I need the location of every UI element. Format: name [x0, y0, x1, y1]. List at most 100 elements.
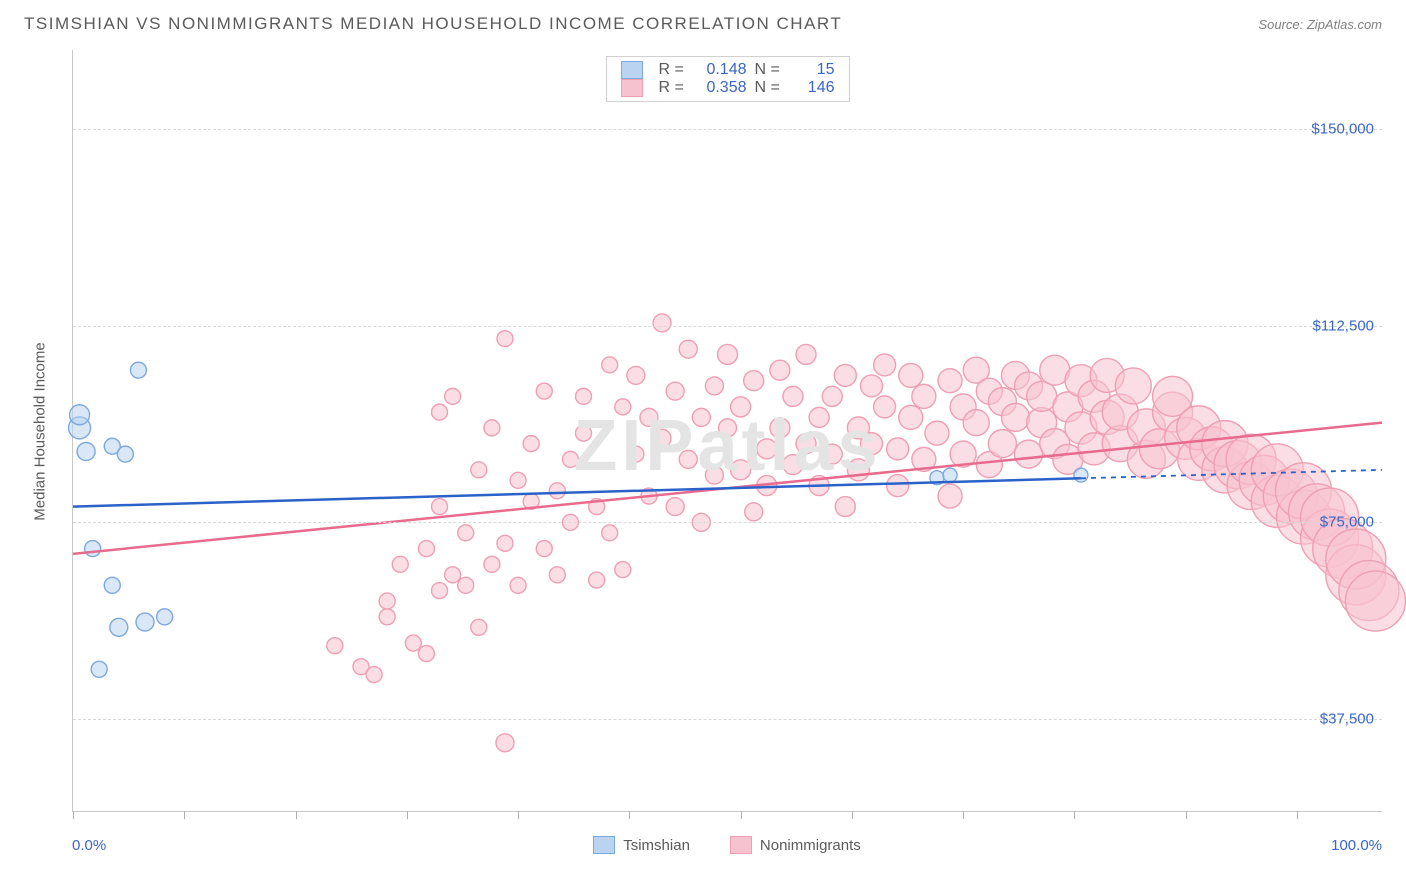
data-point: [157, 609, 173, 625]
data-point: [366, 667, 382, 683]
data-point: [783, 455, 803, 475]
chart-source: Source: ZipAtlas.com: [1258, 17, 1382, 32]
data-point: [783, 386, 803, 406]
data-point: [510, 577, 526, 593]
y-axis-label-wrap: Median Household Income: [24, 50, 56, 812]
legend-label-nonimmigrants: Nonimmigrants: [760, 837, 861, 854]
data-point: [1345, 571, 1405, 631]
data-point: [497, 331, 513, 347]
r-label: R =: [659, 79, 685, 97]
correlation-legend: R = 0.148 N = 15 R = 0.358 N = 146: [606, 56, 850, 102]
data-point: [874, 396, 896, 418]
x-tick-mark: [963, 811, 964, 819]
data-point: [458, 525, 474, 541]
data-point: [1115, 368, 1151, 404]
data-point: [796, 344, 816, 364]
data-point: [731, 460, 751, 480]
data-point: [1074, 468, 1088, 482]
x-tick-mark: [518, 811, 519, 819]
data-point: [327, 638, 343, 654]
data-point: [757, 439, 777, 459]
data-point: [497, 535, 513, 551]
data-point: [602, 357, 618, 373]
x-tick-mark: [741, 811, 742, 819]
chart-header: TSIMSHIAN VS NONIMMIGRANTS MEDIAN HOUSEH…: [0, 0, 1406, 44]
data-point: [679, 340, 697, 358]
data-point: [536, 541, 552, 557]
plot-svg: [73, 50, 1382, 811]
data-point: [847, 459, 869, 481]
data-point: [432, 499, 448, 515]
data-point: [536, 383, 552, 399]
data-point: [496, 734, 514, 752]
data-point: [445, 567, 461, 583]
data-point: [576, 425, 592, 441]
data-point: [628, 446, 644, 462]
data-point: [640, 408, 658, 426]
legend-row-nonimmigrants: R = 0.358 N = 146: [621, 79, 835, 97]
data-point: [705, 377, 723, 395]
data-point: [615, 562, 631, 578]
data-point: [136, 613, 154, 631]
legend-row-tsimshian: R = 0.148 N = 15: [621, 61, 835, 79]
data-point: [834, 364, 856, 386]
data-point: [523, 436, 539, 452]
data-point: [484, 420, 500, 436]
data-point: [874, 354, 896, 376]
y-tick-label: $75,000: [1320, 514, 1374, 531]
chart-area: Median Household Income ZIPatlas R = 0.1…: [24, 50, 1382, 872]
data-point: [718, 344, 738, 364]
x-tick-mark: [73, 811, 74, 819]
y-axis-label: Median Household Income: [32, 342, 49, 520]
gridline: [73, 326, 1382, 327]
data-point: [627, 366, 645, 384]
data-point: [1001, 403, 1029, 431]
legend-item-nonimmigrants: Nonimmigrants: [730, 836, 861, 854]
data-point: [576, 388, 592, 404]
data-point: [887, 475, 909, 497]
gridline: [73, 129, 1382, 130]
chart-title: TSIMSHIAN VS NONIMMIGRANTS MEDIAN HOUSEH…: [24, 14, 842, 34]
data-point: [744, 371, 764, 391]
x-tick-mark: [629, 811, 630, 819]
data-point: [899, 405, 923, 429]
legend-label-tsimshian: Tsimshian: [623, 837, 690, 854]
data-point: [392, 556, 408, 572]
data-point: [110, 618, 128, 636]
x-tick-mark: [407, 811, 408, 819]
data-point: [835, 497, 855, 517]
data-point: [925, 421, 949, 445]
data-point: [770, 418, 790, 438]
n-label: N =: [755, 61, 787, 79]
data-point: [938, 369, 962, 393]
data-point: [943, 468, 957, 482]
data-point: [666, 382, 684, 400]
data-point: [796, 434, 816, 454]
r-label: R =: [659, 61, 685, 79]
x-tick-mark: [1186, 811, 1187, 819]
x-max-label: 100.0%: [1331, 837, 1382, 854]
x-axis-legend: 0.0% Tsimshian Nonimmigrants 100.0%: [72, 836, 1382, 854]
plot-area: ZIPatlas R = 0.148 N = 15 R = 0.358 N = …: [72, 50, 1382, 812]
data-point: [458, 577, 474, 593]
n-value-nonimmigrants: 146: [795, 79, 835, 97]
data-point: [471, 462, 487, 478]
data-point: [379, 593, 395, 609]
data-point: [589, 572, 605, 588]
data-point: [602, 525, 618, 541]
data-point: [418, 541, 434, 557]
data-point: [91, 661, 107, 677]
data-point: [963, 410, 989, 436]
data-point: [666, 498, 684, 516]
x-tick-mark: [296, 811, 297, 819]
data-point: [653, 314, 671, 332]
data-point: [809, 407, 829, 427]
data-point: [405, 635, 421, 651]
data-point: [938, 484, 962, 508]
data-point: [615, 399, 631, 415]
data-point: [679, 450, 697, 468]
r-value-nonimmigrants: 0.358: [693, 79, 747, 97]
data-point: [510, 472, 526, 488]
swatch-nonimmigrants-icon: [730, 836, 752, 854]
swatch-nonimmigrants: [621, 79, 643, 97]
